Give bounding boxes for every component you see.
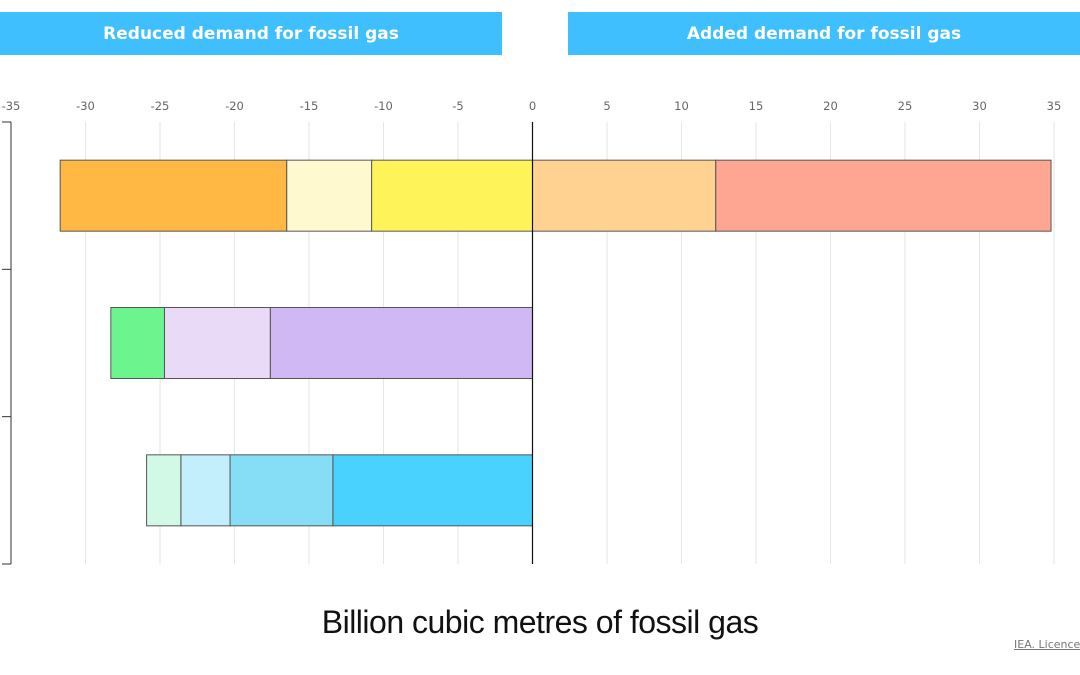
x-tick-label: 5 bbox=[603, 99, 610, 113]
x-tick-label: 20 bbox=[823, 99, 838, 113]
stacked-bar-chart: -35 -30 -25 -20 -15 -10 -5 0 5 10 15 20 25 30 35 bbox=[2, 99, 1062, 565]
x-tick-label: -5 bbox=[452, 99, 463, 113]
x-tick-label: -10 bbox=[374, 99, 393, 113]
x-tick-label: 35 bbox=[1047, 99, 1062, 113]
bar-segment bbox=[286, 159, 373, 232]
bar-segment bbox=[110, 307, 165, 379]
bar-segment bbox=[59, 159, 288, 232]
x-tick-label: -15 bbox=[300, 99, 319, 113]
x-tick-label: -20 bbox=[225, 99, 244, 113]
x-tick-label: 0 bbox=[529, 99, 536, 113]
bar-segment bbox=[180, 454, 231, 527]
bar-segment bbox=[332, 454, 533, 527]
bar-segment bbox=[229, 454, 334, 527]
bar-segment bbox=[269, 307, 533, 379]
x-tick-label: -25 bbox=[151, 99, 170, 113]
x-tick-label: 10 bbox=[674, 99, 689, 113]
x-axis-title: Billion cubic metres of fossil gas bbox=[321, 604, 759, 640]
bar-segment bbox=[163, 307, 271, 379]
reduced-demand-banner: Reduced demand for fossil gas bbox=[0, 12, 502, 55]
x-tick-label: -35 bbox=[2, 99, 21, 113]
added-demand-banner: Added demand for fossil gas bbox=[568, 12, 1080, 55]
x-tick-label: 25 bbox=[898, 99, 913, 113]
bar-segment bbox=[715, 159, 1052, 232]
x-tick-label: -30 bbox=[76, 99, 95, 113]
bar-segment bbox=[146, 454, 182, 527]
bar-segment bbox=[532, 159, 717, 232]
x-tick-label: 30 bbox=[972, 99, 987, 113]
bar-segment bbox=[371, 159, 533, 232]
licence-link[interactable]: IEA. Licence bbox=[1014, 638, 1080, 651]
x-tick-label: 15 bbox=[749, 99, 764, 113]
